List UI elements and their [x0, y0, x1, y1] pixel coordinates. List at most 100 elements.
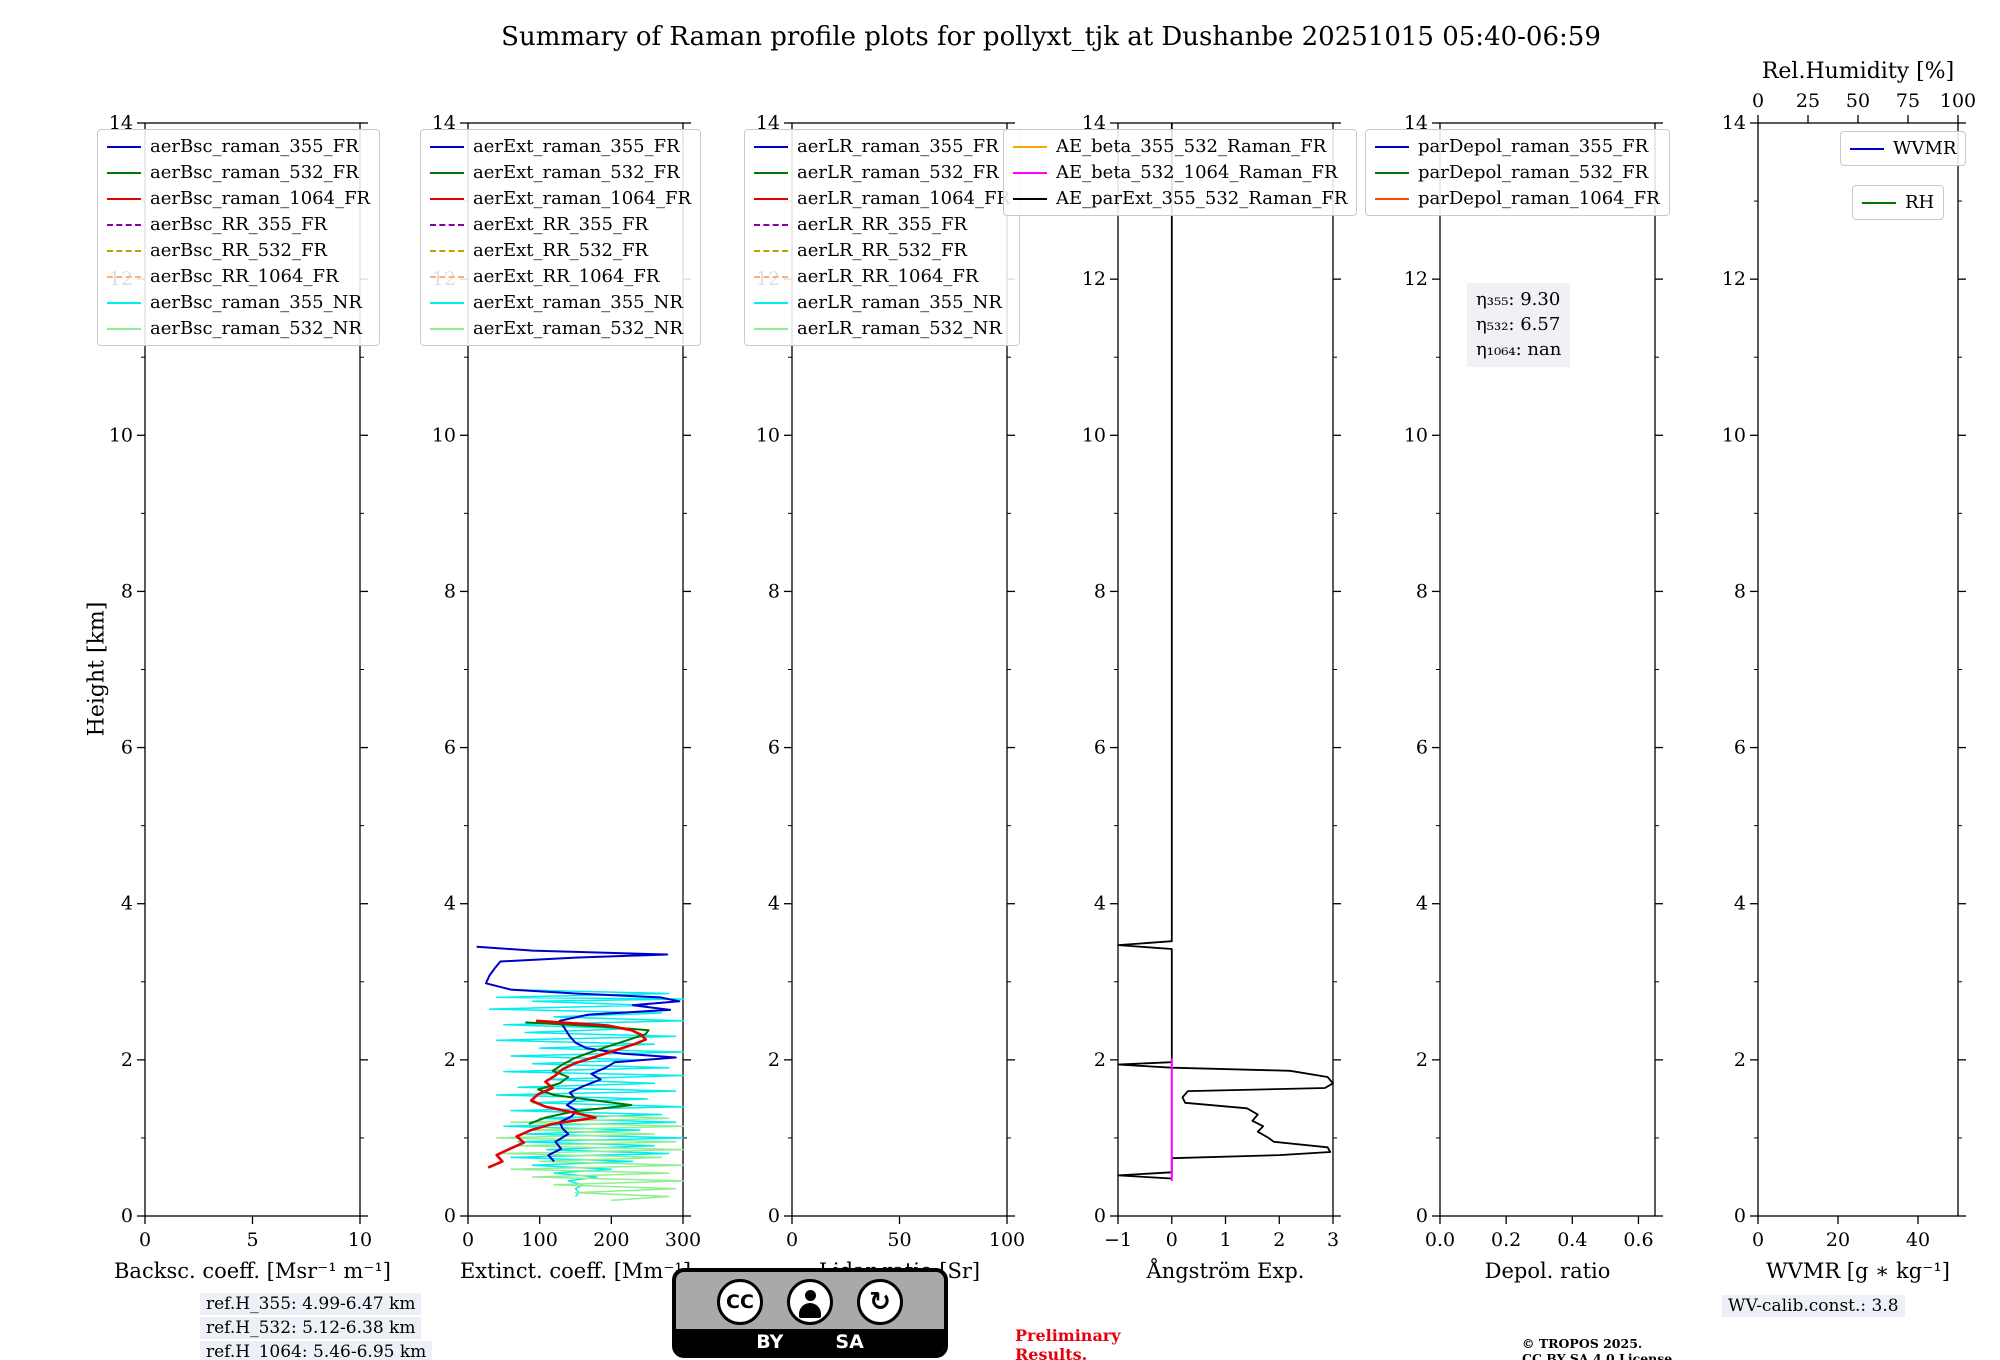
- y-tick-label: 0: [1416, 1205, 1428, 1227]
- legend-entry: aerExt_raman_532_FR: [430, 161, 691, 184]
- x-tick-label: 0.0: [1425, 1229, 1455, 1251]
- x-tick-label: 200: [593, 1229, 629, 1251]
- legend-line-sample: [430, 145, 464, 148]
- ref-h-532: ref.H_532: 5.12-6.38 km: [200, 1317, 422, 1339]
- legend-line-sample: [1375, 145, 1409, 148]
- legend-depol: parDepol_raman_355_FR parDepol_raman_532_…: [1365, 129, 1670, 216]
- x-tick-label: 100: [989, 1229, 1025, 1251]
- legend-label: aerLR_RR_355_FR: [797, 214, 967, 235]
- y-tick-label: 14: [1082, 112, 1106, 134]
- legend-line-sample: [430, 249, 464, 252]
- y-tick-label: 10: [756, 424, 780, 446]
- legend-label: AE_beta_532_1064_Raman_FR: [1056, 162, 1338, 183]
- series-aerExt_raman_532_NR: [495, 1113, 684, 1202]
- legend-line-sample: [107, 145, 141, 148]
- tropos-line1: © TROPOS 2025.: [1522, 1336, 1643, 1351]
- legend-line-sample: [430, 223, 464, 226]
- y-tick-label: 0: [1734, 1205, 1746, 1227]
- legend-line-sample: [107, 171, 141, 174]
- x-tick-label: 0.2: [1491, 1229, 1521, 1251]
- legend-label: AE_beta_355_532_Raman_FR: [1056, 136, 1327, 157]
- x-axis-label-extinction: Extinct. coeff. [Mm⁻¹]: [460, 1259, 691, 1283]
- x-tick-label: 0.4: [1557, 1229, 1587, 1251]
- legend-entry: aerExt_raman_1064_FR: [430, 187, 691, 210]
- y-tick-label: 6: [1094, 737, 1106, 759]
- panel-depol: 0 2 4 6 8 10 12 14 0.0 0.2 0.4 0.6 Depol. ratio: [1404, 112, 1663, 1283]
- cc-license-badge: CC ↻ BY SA: [672, 1268, 948, 1358]
- share-alike-arrow: ↻: [869, 1287, 891, 1317]
- legend-line-sample: [107, 223, 141, 226]
- legend-label: aerBsc_RR_532_FR: [150, 240, 328, 261]
- y-tick-label: 6: [1734, 737, 1746, 759]
- x-tick-label: 0: [139, 1229, 151, 1251]
- y-tick-label: 12: [1082, 268, 1106, 290]
- y-tick-label: 12: [1404, 268, 1428, 290]
- eta-1064-value: η₁₀₆₄: nan: [1476, 339, 1562, 361]
- legend-entry: aerLR_raman_1064_FR: [754, 187, 1010, 210]
- page-title: Summary of Raman profile plots for polly…: [501, 22, 1601, 52]
- legend-entry: aerBsc_raman_532_NR: [107, 317, 370, 340]
- person-head: [804, 1290, 816, 1301]
- legend-line-sample: [430, 275, 464, 278]
- x-tick-label: 0: [1752, 1229, 1764, 1251]
- legend-line-sample: [107, 327, 141, 330]
- legend-entry: aerLR_raman_532_NR: [754, 317, 1010, 340]
- legend-label: aerBsc_RR_1064_FR: [150, 266, 339, 287]
- x-tick-label: 2: [1273, 1229, 1285, 1251]
- legend-label: aerLR_RR_1064_FR: [797, 266, 979, 287]
- axes-frame: [1117, 122, 1334, 1217]
- legend-entry: aerLR_RR_355_FR: [754, 213, 1010, 236]
- legend-entry: parDepol_raman_355_FR: [1375, 135, 1660, 158]
- legend-line-sample: [754, 327, 788, 330]
- y-tick-label: 4: [444, 893, 456, 915]
- legend-label: aerBsc_raman_532_FR: [150, 162, 359, 183]
- legend-entry: parDepol_raman_532_FR: [1375, 161, 1660, 184]
- legend-label: WVMR: [1893, 138, 1957, 159]
- legend-label: aerLR_raman_1064_FR: [797, 188, 1011, 209]
- series-aerExt_raman_355_NR: [488, 988, 684, 1198]
- legend-label: parDepol_raman_1064_FR: [1418, 188, 1660, 209]
- legend-label: RH: [1905, 192, 1935, 213]
- legend-entry: aerExt_raman_355_FR: [430, 135, 691, 158]
- legend-label: AE_parExt_355_532_Raman_FR: [1056, 188, 1348, 209]
- axes-frame: [1757, 122, 1959, 1217]
- legend-line-sample: [430, 171, 464, 174]
- legend-label: aerBsc_raman_1064_FR: [150, 188, 371, 209]
- y-tick-label: 14: [1722, 112, 1746, 134]
- top-tick-label: 0: [1752, 90, 1764, 112]
- y-tick-label: 8: [1734, 580, 1746, 602]
- legend-line-sample: [107, 301, 141, 304]
- legend-entry: aerBsc_raman_355_NR: [107, 291, 370, 314]
- legend-line-sample: [754, 145, 788, 148]
- y-tick-label: 2: [768, 1049, 780, 1071]
- series-aerExt_raman_532_FR: [525, 1021, 650, 1125]
- legend-label: aerExt_raman_532_NR: [473, 318, 683, 339]
- legend-line-sample: [754, 171, 788, 174]
- ref-h-355: ref.H_355: 4.99-6.47 km: [200, 1293, 422, 1315]
- legend-entry: aerBsc_RR_355_FR: [107, 213, 370, 236]
- legend-entry: aerExt_RR_1064_FR: [430, 265, 691, 288]
- y-tick-label: 6: [1416, 737, 1428, 759]
- x-tick-label: 0: [462, 1229, 474, 1251]
- legend-entry: aerExt_raman_532_NR: [430, 317, 691, 340]
- legend-label: aerBsc_raman_355_FR: [150, 136, 359, 157]
- person-icon: [787, 1279, 833, 1325]
- legend-entry: aerLR_raman_355_NR: [754, 291, 1010, 314]
- y-tick-label: 8: [1094, 580, 1106, 602]
- x-tick-label: 0: [1166, 1229, 1178, 1251]
- y-tick-label: 2: [444, 1049, 456, 1071]
- y-tick-label: 10: [432, 424, 456, 446]
- legend-label: aerExt_raman_1064_FR: [473, 188, 692, 209]
- y-tick-label: 10: [109, 424, 133, 446]
- legend-line-sample: [754, 301, 788, 304]
- tropos-credit: © TROPOS 2025. CC BY SA 4.0 License.: [1522, 1336, 1677, 1360]
- y-tick-label: 4: [768, 893, 780, 915]
- legend-entry: AE_beta_355_532_Raman_FR: [1013, 135, 1347, 158]
- legend-wvmr-0: WVMR: [1840, 131, 1967, 166]
- top-tick-label: 100: [1940, 90, 1976, 112]
- legend-line-sample: [430, 197, 464, 200]
- legend-entry: WVMR: [1850, 137, 1956, 160]
- legend-line-sample: [1375, 197, 1409, 200]
